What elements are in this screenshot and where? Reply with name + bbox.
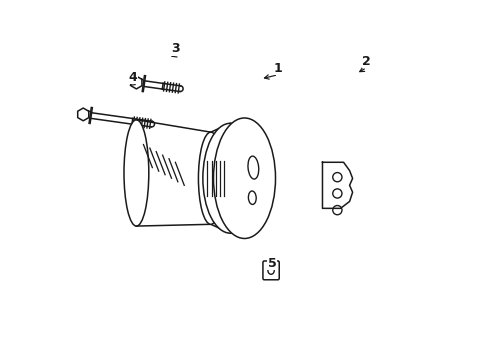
Text: 2: 2 (362, 55, 370, 68)
FancyBboxPatch shape (263, 261, 279, 280)
Text: 3: 3 (171, 42, 179, 55)
Ellipse shape (198, 132, 223, 224)
Text: 5: 5 (267, 257, 276, 270)
Polygon shape (322, 162, 352, 208)
Ellipse shape (124, 120, 148, 226)
Ellipse shape (203, 123, 257, 233)
Ellipse shape (213, 118, 275, 238)
Text: 4: 4 (128, 71, 137, 84)
Text: 1: 1 (273, 62, 282, 75)
